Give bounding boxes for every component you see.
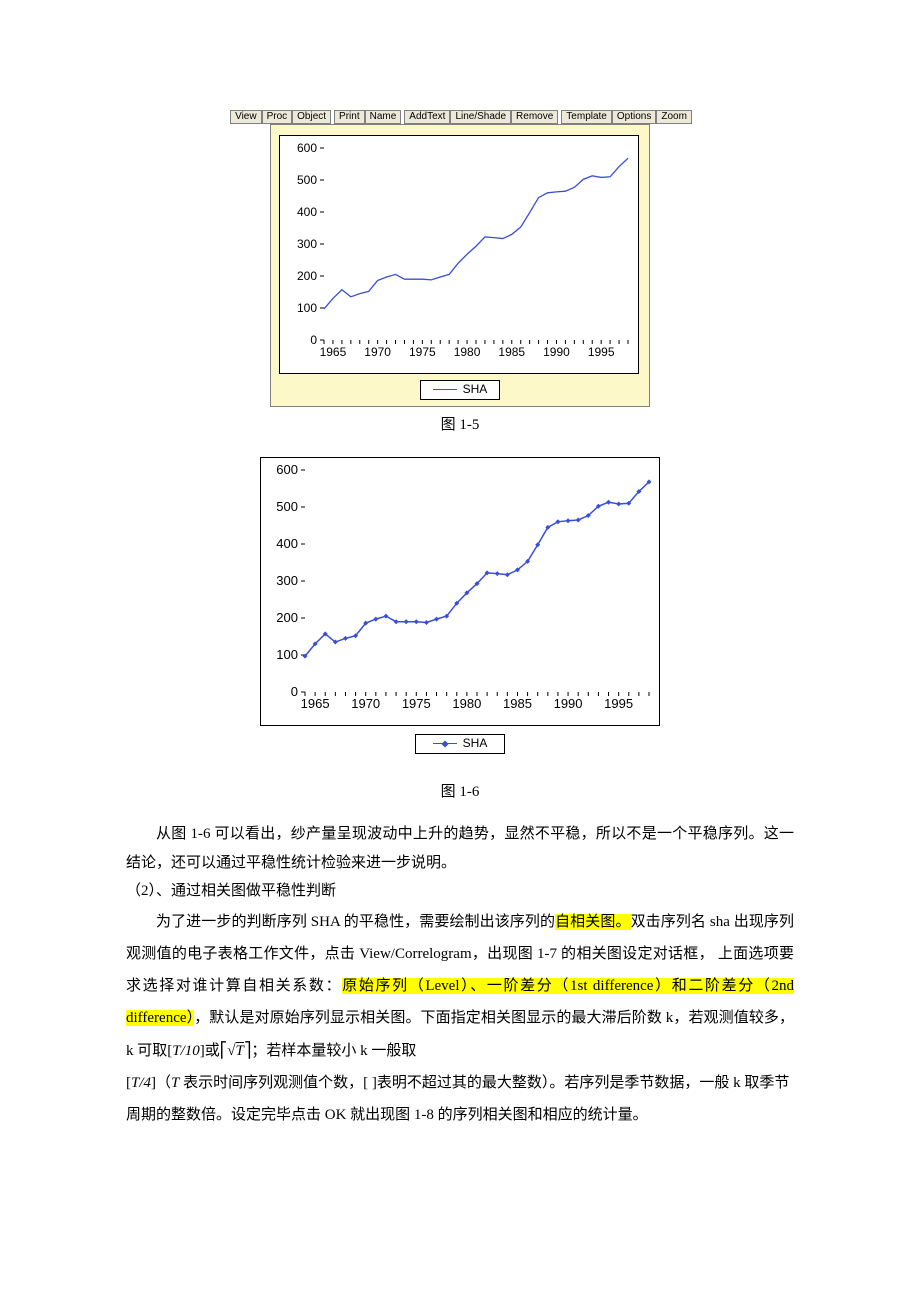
svg-text:1985: 1985 (503, 696, 532, 711)
svg-text:1985: 1985 (498, 345, 525, 359)
svg-text:1970: 1970 (364, 345, 391, 359)
toolbar-btn-view[interactable]: View (230, 110, 262, 124)
text: 表示时间序列观测值个数， (179, 1075, 363, 1091)
paragraph-4: [T/4]（T 表示时间序列观测值个数，[ ]表明不超过其的最大整数）。若序列是… (126, 1067, 794, 1132)
caption-fig1-6: 图 1-6 (126, 778, 794, 807)
legend-fig1-6: SHA (415, 734, 505, 754)
toolbar-btn-proc[interactable]: Proc (262, 110, 293, 124)
figure-1-6-wrap: 0 100 200 300 400 500 600 1965 1970 1975 1980 1985 1… (126, 453, 794, 760)
svg-text:200: 200 (297, 269, 317, 283)
svg-text:0: 0 (310, 333, 317, 347)
paragraph-3: 为了进一步的判断序列 SHA 的平稳性，需要绘制出该序列的自相关图。双击序列名 … (126, 906, 794, 1067)
svg-text:100: 100 (276, 647, 298, 662)
svg-text:0: 0 (291, 684, 298, 699)
svg-text:1975: 1975 (409, 345, 436, 359)
svg-text:500: 500 (297, 173, 317, 187)
text: 为了进一步的判断序列 SHA 的平稳性，需要绘制出该序列的 (156, 914, 555, 930)
formula-T4: T/4 (131, 1075, 151, 1091)
eviews-toolbar: ViewProcObjectPrintNameAddTextLine/Shade… (228, 110, 692, 124)
toolbar-btn-zoom[interactable]: Zoom (656, 110, 692, 124)
text: 或 (205, 1043, 220, 1059)
toolbar-btn-options[interactable]: Options (612, 110, 656, 124)
legend-fig1-5: SHA (420, 380, 500, 400)
svg-text:1990: 1990 (554, 696, 583, 711)
svg-text:1970: 1970 (351, 696, 380, 711)
toolbar-btn-remove[interactable]: Remove (511, 110, 558, 124)
figure-1-5-wrap: ViewProcObjectPrintNameAddTextLine/Shade… (126, 110, 794, 407)
formula-T10: T/10 (172, 1043, 200, 1059)
legend-label: SHA (463, 378, 488, 401)
legend-swatch (433, 389, 457, 390)
chart-fig1-5: 0 100 200 300 400 500 600 1965 1970 1975 1980 1985 1… (279, 135, 639, 374)
legend-swatch (433, 743, 457, 744)
eviews-panel: 0 100 200 300 400 500 600 1965 1970 1975 1980 1985 1… (270, 124, 650, 407)
svg-text:1965: 1965 (301, 696, 330, 711)
legend-label: SHA (463, 732, 488, 755)
chart-fig1-6: 0 100 200 300 400 500 600 1965 1970 1975 1980 1985 1… (260, 457, 660, 726)
svg-text:1980: 1980 (452, 696, 481, 711)
toolbar-btn-object[interactable]: Object (292, 110, 331, 124)
text: （ (156, 1075, 171, 1091)
highlight-1: 自相关图。 (555, 914, 630, 930)
svg-text:200: 200 (276, 610, 298, 625)
svg-text:400: 400 (276, 536, 298, 551)
svg-text:1995: 1995 (588, 345, 615, 359)
text: ；若样本量较小 k 一般取 (251, 1043, 416, 1059)
svg-text:1995: 1995 (604, 696, 633, 711)
toolbar-btn-lineshade[interactable]: Line/Shade (450, 110, 511, 124)
paragraph-1: 从图 1-6 可以看出，纱产量呈现波动中上升的趋势，显然不平稳，所以不是一个平稳… (126, 820, 794, 877)
svg-text:1975: 1975 (402, 696, 431, 711)
toolbar-btn-template[interactable]: Template (561, 110, 612, 124)
paragraph-2: （2）、通过相关图做平稳性判断 (126, 877, 794, 906)
svg-text:500: 500 (276, 499, 298, 514)
formula-sqrtT: √T (227, 1043, 244, 1059)
toolbar-btn-addtext[interactable]: AddText (404, 110, 450, 124)
svg-text:100: 100 (297, 301, 317, 315)
bracket-pair: [ ] (363, 1075, 377, 1091)
eviews-window: ViewProcObjectPrintNameAddTextLine/Shade… (228, 110, 692, 407)
svg-text:1980: 1980 (454, 345, 481, 359)
svg-text:1965: 1965 (320, 345, 347, 359)
svg-text:1990: 1990 (543, 345, 570, 359)
svg-text:600: 600 (297, 141, 317, 155)
toolbar-btn-name[interactable]: Name (365, 110, 402, 124)
toolbar-btn-print[interactable]: Print (334, 110, 365, 124)
svg-text:300: 300 (297, 237, 317, 251)
svg-text:400: 400 (297, 205, 317, 219)
caption-fig1-5: 图 1-5 (126, 411, 794, 440)
svg-text:600: 600 (276, 462, 298, 477)
svg-text:300: 300 (276, 573, 298, 588)
chart-fig1-6-container: 0 100 200 300 400 500 600 1965 1970 1975 1980 1985 1… (256, 453, 664, 760)
